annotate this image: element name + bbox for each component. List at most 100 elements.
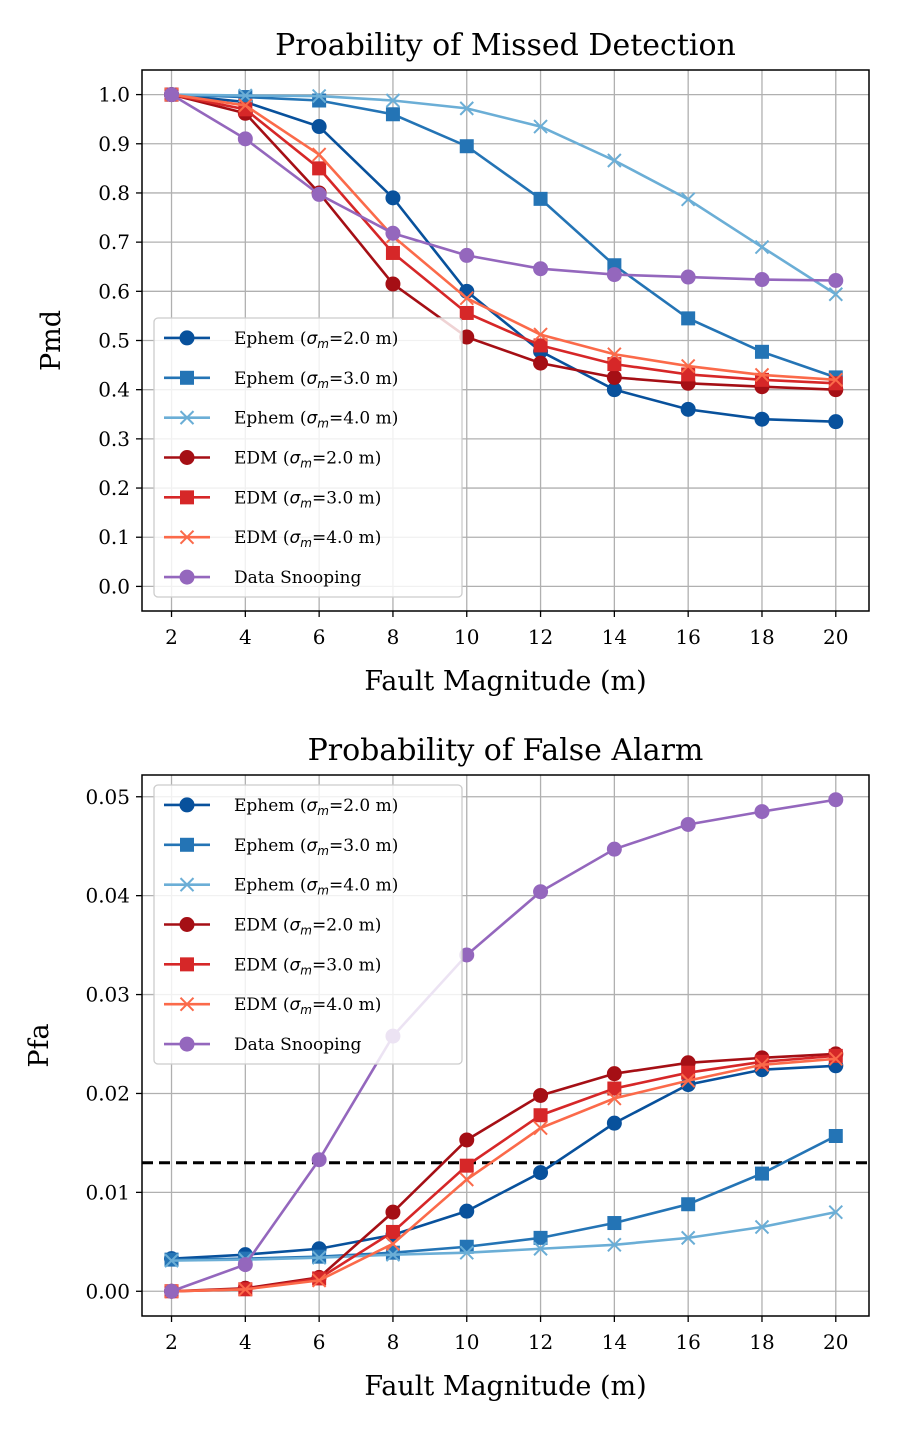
legend-label-name: Ephem ( (234, 836, 306, 856)
legend-label: Ephem (σm=3.0 m) (234, 836, 398, 858)
data-point (533, 1230, 548, 1245)
legend-equals: = (312, 916, 326, 936)
data-point (533, 884, 549, 900)
legend-swatch-marker (180, 370, 194, 385)
data-point (385, 190, 401, 206)
data-point (680, 358, 696, 374)
data-point (385, 1247, 401, 1262)
legend-label: Data Snooping (234, 568, 361, 588)
legend-label-name: EDM ( (234, 916, 289, 936)
y-tick-label: 0.7 (98, 230, 130, 254)
legend-sigma-subscript: m (317, 417, 329, 431)
legend-label: EDM (σm=3.0 m) (234, 955, 381, 977)
data-point (533, 1087, 549, 1103)
x-tick-label: 4 (239, 625, 252, 649)
legend-equals: = (312, 528, 326, 548)
data-point (459, 283, 475, 299)
series-line (171, 798, 836, 1293)
data-point (754, 411, 770, 427)
legend-sigma-symbol: σ (306, 369, 318, 389)
data-point (681, 1197, 696, 1212)
data-point (533, 119, 548, 134)
data-point (312, 161, 327, 176)
axes-frame (141, 69, 870, 612)
data-point (607, 153, 622, 168)
legend-equals: = (329, 796, 343, 816)
series-line (171, 93, 836, 423)
data-point (533, 355, 549, 371)
legend-entry: Data Snooping (164, 568, 361, 588)
data-point (459, 1245, 474, 1260)
data-point (311, 1273, 327, 1288)
data-point (607, 347, 622, 362)
data-point (311, 1152, 327, 1168)
data-point (680, 401, 696, 417)
x-tick-label: 8 (387, 1330, 400, 1354)
data-point (385, 1204, 401, 1220)
legend-label-name: Ephem ( (234, 409, 306, 429)
legend-entry: Ephem (σm=2.0 m) (164, 329, 398, 351)
series-line (171, 1052, 836, 1293)
data-point (754, 1166, 769, 1181)
data-point (385, 276, 401, 292)
legend-label: EDM (σm=3.0 m) (234, 488, 381, 510)
legend-swatch-marker (179, 797, 195, 813)
series-data-snooping (164, 87, 844, 288)
x-tick-label: 10 (454, 625, 479, 649)
legend-label-name: Ephem ( (234, 369, 306, 389)
data-point (754, 344, 769, 359)
legend-entry: Ephem (σm=4.0 m) (164, 409, 398, 431)
x-tick-label: 12 (528, 1330, 553, 1354)
data-point (828, 414, 844, 430)
legend-entry: EDM (σm=2.0 m) (164, 449, 381, 471)
legend-entry: Ephem (σm=3.0 m) (164, 836, 398, 858)
legend-sigma-symbol: σ (306, 876, 318, 896)
data-point (533, 261, 549, 277)
legend-swatch-marker (179, 1036, 195, 1052)
x-axis-label: Fault Magnitude (m) (364, 1371, 646, 1402)
legend-equals: = (329, 369, 343, 389)
legend-sigma-symbol: σ (289, 995, 301, 1015)
legend-sigma-symbol: σ (289, 488, 301, 508)
x-axis-label: Fault Magnitude (m) (364, 666, 646, 697)
data-point (459, 290, 474, 306)
legend-label-value: 3.0 m) (343, 836, 398, 856)
y-tick-label: 0.05 (85, 785, 130, 809)
legend-label-name: EDM ( (234, 528, 289, 548)
legend-equals: = (312, 955, 326, 975)
data-point (459, 305, 474, 320)
series-ephem-3-0-m (164, 1128, 843, 1267)
legend-label: Ephem (σm=4.0 m) (234, 409, 398, 431)
legend-entry: EDM (σm=2.0 m) (164, 916, 381, 938)
legend-label: EDM (σm=4.0 m) (234, 528, 381, 550)
x-tick-label: 4 (239, 1330, 252, 1354)
legend-label: EDM (σm=2.0 m) (234, 916, 381, 938)
data-point (311, 119, 327, 135)
data-point (385, 1236, 401, 1252)
data-point (754, 239, 770, 255)
y-tick-label: 0.3 (98, 427, 130, 451)
data-point (237, 131, 253, 147)
legend-label-value: 4.0 m) (326, 528, 381, 548)
legend-entry: EDM (σm=3.0 m) (164, 488, 381, 510)
legend-entry: EDM (σm=3.0 m) (164, 955, 381, 977)
legend-label-name: Ephem ( (234, 329, 306, 349)
pfa-chart: 0.00 0.01 0.02 0.03 0.04 0.05 2 4 6 8 10 12 14 16 18 20… (24, 733, 870, 1402)
series-edm-2-0-m (164, 1046, 844, 1299)
x-tick-label: 16 (675, 1330, 700, 1354)
series-line (171, 93, 836, 391)
legend-sigma-subscript: m (317, 337, 329, 351)
legend-sigma-subscript: m (317, 884, 329, 898)
data-point (828, 372, 843, 388)
x-tick-label: 18 (749, 1330, 774, 1354)
x-tick-label: 6 (313, 1330, 326, 1354)
legend-swatch-marker (179, 530, 195, 545)
y-tick-label: 0.8 (98, 181, 130, 205)
data-point (385, 93, 401, 108)
data-point (680, 269, 696, 285)
data-point (828, 272, 844, 288)
y-tick-label: 0.2 (98, 476, 130, 500)
legend-label-name: EDM ( (234, 488, 289, 508)
legend-sigma-subscript: m (300, 1003, 312, 1017)
